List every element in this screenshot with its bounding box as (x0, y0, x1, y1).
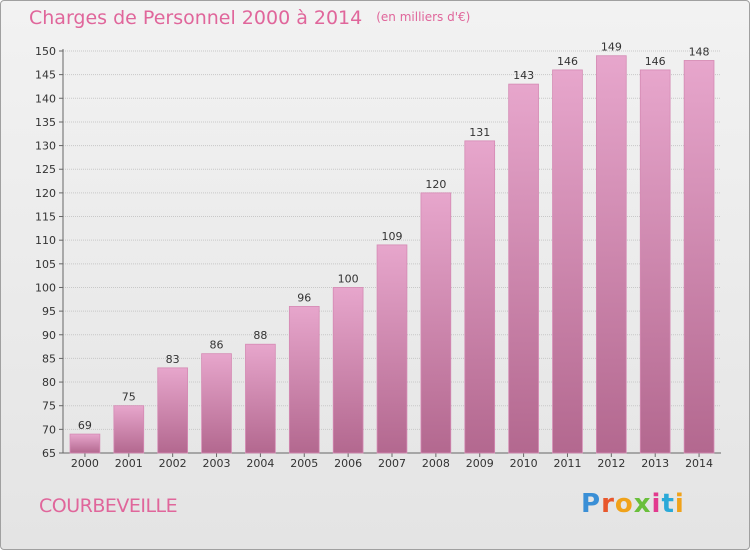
x-tick-label: 2012 (597, 457, 625, 470)
bar-2013 (639, 69, 671, 454)
commune-name: COURBEVEILLE (39, 495, 178, 517)
x-tick-label: 2006 (334, 457, 362, 470)
logo-letter: i (651, 489, 662, 519)
logo-letter: x (633, 489, 652, 519)
y-tick-label: 85 (42, 352, 56, 365)
data-label: 146 (645, 55, 666, 68)
data-label: 148 (689, 45, 710, 58)
x-tick-label: 2004 (246, 457, 274, 470)
data-label: 143 (513, 69, 534, 82)
x-tick-label: 2011 (553, 457, 581, 470)
bars (69, 55, 715, 454)
logo-letter: t (661, 489, 675, 519)
y-tick-label: 100 (35, 281, 56, 294)
bar-2014 (683, 60, 715, 454)
y-tick-label: 110 (35, 234, 56, 247)
logo-letter: r (601, 489, 615, 519)
data-label: 88 (253, 329, 267, 342)
data-label: 131 (469, 126, 490, 139)
data-label: 146 (557, 55, 578, 68)
y-tick-label: 140 (35, 92, 56, 105)
bar-2001 (113, 405, 145, 454)
y-tick-label: 120 (35, 187, 56, 200)
logo-letter: i (674, 489, 685, 519)
y-tick-label: 150 (35, 45, 56, 58)
x-tick-label: 2007 (378, 457, 406, 470)
y-tick-label: 70 (42, 423, 56, 436)
x-tick-label: 2003 (203, 457, 231, 470)
y-tick-label: 145 (35, 69, 56, 82)
y-tick-label: 65 (42, 447, 56, 460)
x-tick-label: 2008 (422, 457, 450, 470)
data-label: 100 (338, 272, 359, 285)
y-tick-label: 135 (35, 116, 56, 129)
x-tick-label: 2009 (466, 457, 494, 470)
bar-2006 (332, 287, 364, 454)
x-tick-label: 2010 (510, 457, 538, 470)
x-tick-label: 2014 (685, 457, 713, 470)
y-tick-label: 95 (42, 305, 56, 318)
bar-2005 (288, 305, 320, 454)
x-tick-label: 2000 (71, 457, 99, 470)
bar-2007 (376, 244, 408, 454)
y-tick-label: 125 (35, 163, 56, 176)
data-label: 83 (166, 353, 180, 366)
y-tick-label: 130 (35, 140, 56, 153)
data-label: 109 (382, 230, 403, 243)
logo-letter: P (581, 489, 602, 519)
data-label: 96 (297, 291, 311, 304)
y-tick-label: 75 (42, 400, 56, 413)
bar-2002 (157, 367, 188, 454)
x-tick-label: 2013 (641, 457, 669, 470)
data-label: 75 (122, 391, 136, 404)
logo-letter: o (614, 489, 634, 519)
y-tick-label: 105 (35, 258, 56, 271)
y-tick-label: 90 (42, 329, 56, 342)
data-label: 69 (78, 419, 92, 432)
bar-2003 (201, 353, 232, 454)
data-label: 86 (210, 339, 224, 352)
bar-2000 (69, 433, 101, 454)
chart-title: Charges de Personnel 2000 à 2014 (en mill… (29, 7, 470, 29)
y-tick-label: 115 (35, 211, 56, 224)
bar-2011 (552, 69, 583, 454)
bar-2009 (464, 140, 496, 454)
proxiti-logo[interactable]: Proxiti (581, 489, 685, 519)
chart-title-text: Charges de Personnel 2000 à 2014 (29, 7, 363, 29)
x-tick-label: 2002 (159, 457, 187, 470)
y-tick-label: 80 (42, 376, 56, 389)
data-label: 120 (425, 178, 446, 191)
data-label: 149 (601, 41, 622, 54)
bar-2010 (508, 83, 539, 454)
chart-units: (en milliers d'€) (376, 10, 471, 24)
bar-2008 (420, 192, 452, 454)
x-tick-label: 2005 (290, 457, 318, 470)
labels: 2000 69 2001 75 2002 83 2003 86 2004 88 2005 96 2006… (71, 41, 713, 470)
x-tick-label: 2001 (115, 457, 143, 470)
bar-2004 (245, 343, 276, 454)
bar-2012 (596, 55, 627, 454)
